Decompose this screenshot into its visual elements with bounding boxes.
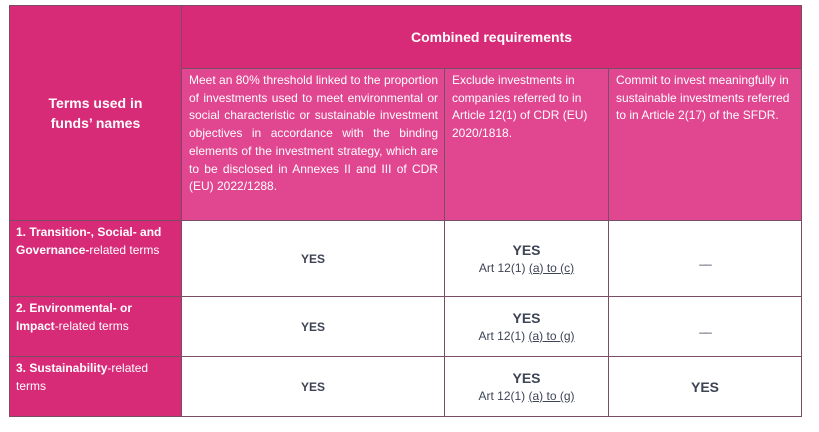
combined-requirements-label: Combined requirements [411,29,573,45]
row-label-cell: 1. Transition-, Social- and Governance-r… [9,220,182,297]
sustainable-value-cell: __ [607,220,803,297]
table-row: 2. Environmental- or Impact-related term… [9,296,803,357]
table-row: 3. Sustainability-related terms YES YES … [9,356,803,417]
threshold-value-cell: YES [181,220,445,297]
exclusion-value-cell: YES Art 12(1) (a) to (g) [444,356,609,417]
combined-requirements-header: Combined requirements [180,5,803,69]
row-label-cell: 3. Sustainability-related terms [9,356,182,417]
yes-text: YES [300,319,325,334]
requirements-table: Terms used in funds’ names Combined requ… [9,5,803,417]
article-link[interactable]: (a) to (g) [528,388,575,403]
yes-text: YES [512,309,541,326]
article-prefix: Art 12(1) [478,260,529,275]
threshold-value-cell: YES [181,296,445,357]
dash-text: __ [699,251,711,266]
yes-text: YES [300,251,325,266]
exclusion-value-cell: YES Art 12(1) (a) to (g) [444,296,609,357]
terms-header-cell: Terms used in funds’ names [9,5,182,221]
sustainable-value-cell: YES [607,356,803,417]
row-label-rest: -related terms [16,361,149,393]
requirements-table-wrapper: Terms used in funds’ names Combined requ… [9,5,803,417]
yes-text: YES [512,369,541,386]
article-link[interactable]: (a) to (g) [528,328,575,343]
dash-text: __ [699,319,711,334]
requirement-exclusion-text: Exclude investments in companies referre… [452,73,588,141]
yes-text: YES [691,378,720,395]
article-prefix: Art 12(1) [478,388,529,403]
row-number: 3. [16,361,30,375]
row-label-rest: -related terms [54,319,129,333]
row-label-bold: Sustainability [29,361,108,375]
yes-text: YES [300,379,325,394]
threshold-value-cell: YES [181,356,445,417]
table-row: 1. Transition-, Social- and Governance-r… [9,220,803,297]
article-reference: Art 12(1) (a) to (g) [445,387,608,405]
row-label-bold: Environmental- or Impact [16,301,133,333]
row-label-cell: 2. Environmental- or Impact-related term… [9,296,182,357]
requirement-sustainable-cell: Commit to invest meaningfully in sustain… [607,68,803,221]
article-reference: Art 12(1) (a) to (c) [445,259,608,277]
yes-text: YES [512,241,541,258]
sustainable-value-cell: __ [607,296,803,357]
row-label-rest: related terms [89,243,160,257]
row-number: 2. [16,301,30,315]
row-label-bold: Transition-, Social- and Governance- [16,225,162,257]
article-prefix: Art 12(1) [478,328,529,343]
requirement-threshold-text: Meet an 80% threshold linked to the prop… [189,73,438,194]
article-link[interactable]: (a) to (c) [528,260,575,275]
article-reference: Art 12(1) (a) to (g) [445,327,608,345]
terms-header-label: Terms used in funds’ names [48,95,143,131]
requirement-threshold-cell: Meet an 80% threshold linked to the prop… [181,68,445,221]
requirement-exclusion-cell: Exclude investments in companies referre… [444,68,609,221]
row-number: 1. [16,225,30,239]
requirement-sustainable-text: Commit to invest meaningfully in sustain… [616,73,790,123]
exclusion-value-cell: YES Art 12(1) (a) to (c) [444,220,609,297]
